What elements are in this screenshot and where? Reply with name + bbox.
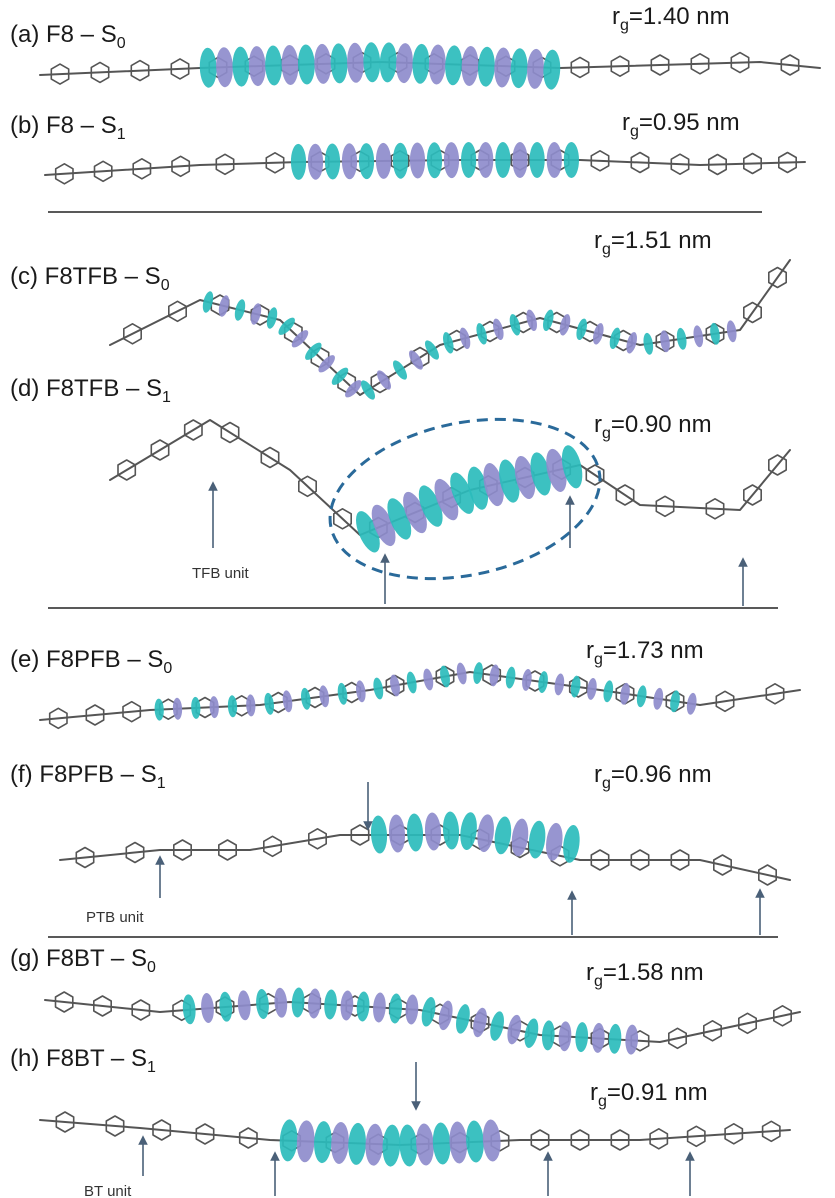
molecule-b <box>44 149 806 185</box>
panel-f-rg: rg=0.96 nm <box>594 761 712 792</box>
orbital-d <box>355 445 583 553</box>
panel-f-label: (f) F8PFB – S1 <box>10 761 166 792</box>
highlight-ellipse <box>328 417 602 581</box>
panel-g-rg: rg=1.58 nm <box>586 959 704 990</box>
panel-e-label: (e) F8PFB – S0 <box>10 646 172 677</box>
molecule-backbones <box>39 51 821 1155</box>
panel-b-label: (b) F8 – S1 <box>10 112 126 143</box>
molecule-e <box>39 664 801 730</box>
molecule-f <box>59 824 791 886</box>
bt-unit-label: BT unit <box>84 1183 132 1198</box>
panel-h-label: (h) F8BT – S1 <box>10 1045 156 1076</box>
ptb-unit-label: PTB unit <box>86 909 144 926</box>
orbital-lobes <box>154 42 737 1167</box>
orbital-g <box>182 987 639 1055</box>
orbital-a <box>199 42 561 90</box>
orbital-c <box>202 291 737 400</box>
orbital-f <box>370 811 580 863</box>
panel-c-rg: rg=1.51 nm <box>594 227 712 258</box>
unit-arrows <box>138 481 765 1196</box>
orbital-h <box>279 1119 501 1167</box>
molecule-c <box>109 259 791 396</box>
panel-a-label: (a) F8 – S0 <box>10 21 126 52</box>
panel-g-label: (g) F8BT – S0 <box>10 945 156 976</box>
panel-b-rg: rg=0.95 nm <box>622 109 740 140</box>
tfb-unit-label: TFB unit <box>192 565 250 582</box>
panel-c-label: (c) F8TFB – S0 <box>10 263 170 294</box>
panel-h-rg: rg=0.91 nm <box>590 1079 708 1110</box>
orbital-e <box>154 662 697 721</box>
panel-d-rg: rg=0.90 nm <box>594 411 712 442</box>
panel-e-rg: rg=1.73 nm <box>586 637 704 668</box>
panel-a-rg: rg=1.40 nm <box>612 3 730 34</box>
panel-d-label: (d) F8TFB – S1 <box>10 375 171 406</box>
orbital-b <box>290 142 580 180</box>
